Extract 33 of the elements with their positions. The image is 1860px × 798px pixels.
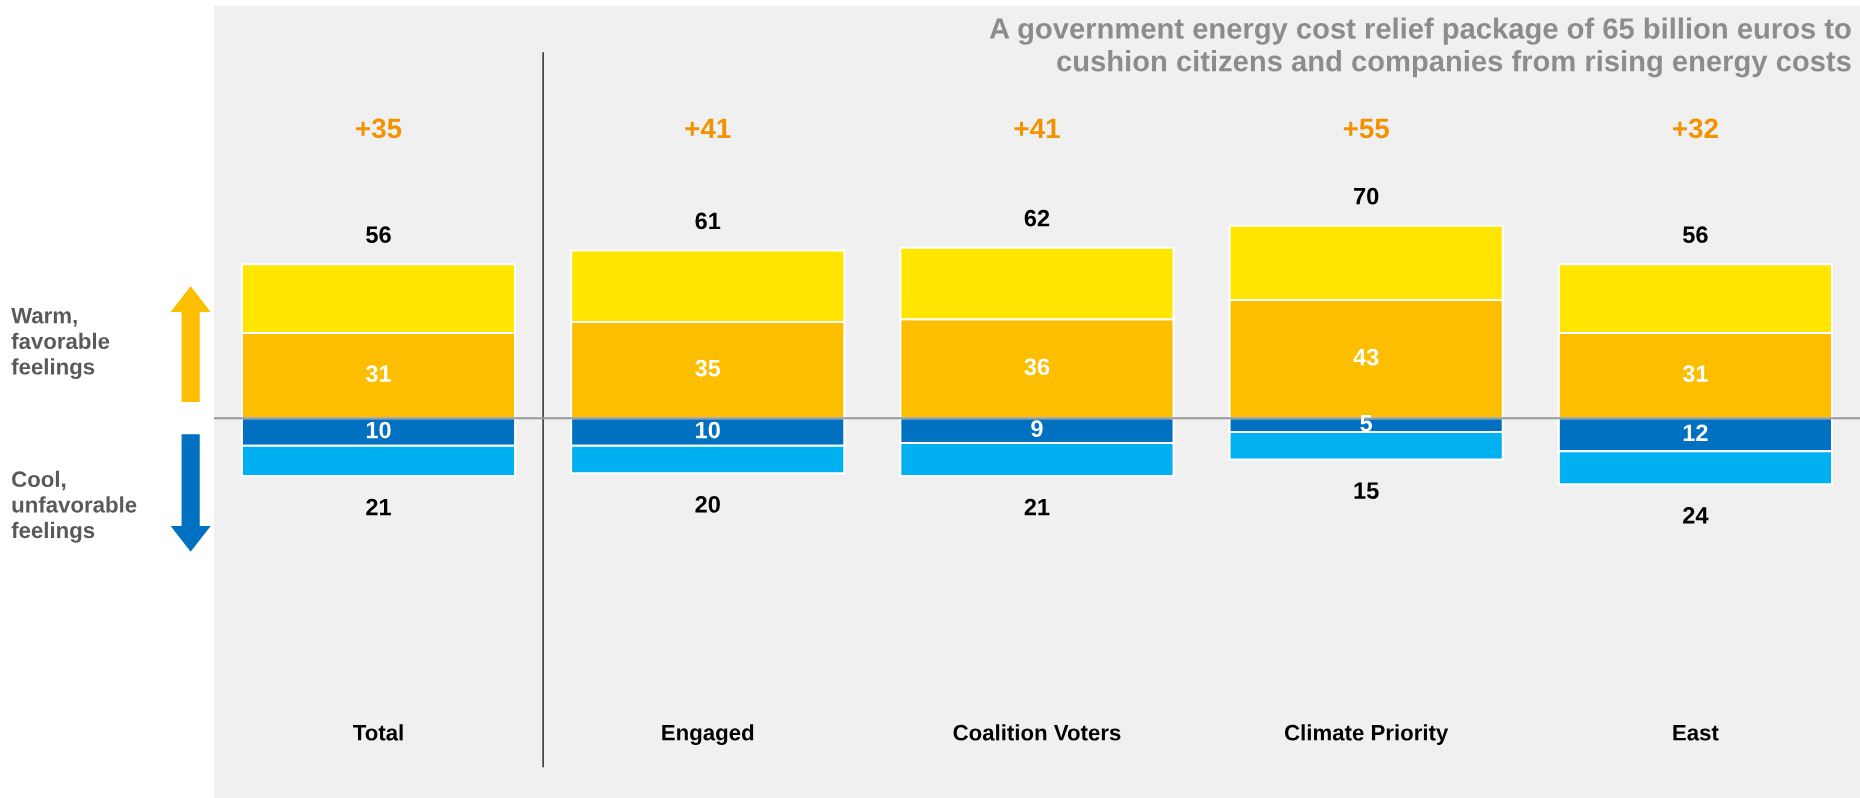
data-label: 43 — [1353, 348, 1379, 366]
text: Warm, favorable feelings — [11, 308, 110, 380]
annotation: +55 — [1343, 118, 1389, 139]
x-tick-label: Engaged — [662, 724, 754, 746]
text: A government energy cost relief package of 65 billion euros to cushion citizens and companies from rising energy costs — [989, 17, 1851, 78]
annotation: 20 — [695, 495, 720, 513]
x-tick-label: Total — [353, 724, 403, 741]
annotation: 61 — [695, 212, 721, 230]
data-label: 36 — [1024, 358, 1050, 376]
data-label: 35 — [695, 359, 721, 377]
annotation: 5 — [1360, 415, 1373, 432]
annotation: 10 — [696, 421, 720, 439]
annotation: +41 — [1014, 118, 1060, 138]
annotation: 70 — [1354, 187, 1379, 205]
x-tick-label: Climate Priority — [1284, 724, 1449, 745]
data-label: 31 — [1682, 365, 1708, 383]
data-label: 31 — [365, 365, 391, 383]
annotation: 9 — [1031, 420, 1043, 438]
annotation: 10 — [366, 421, 391, 439]
annotation: 62 — [1024, 209, 1050, 227]
annotation: 15 — [1354, 482, 1379, 499]
x-tick-label: Coalition Voters — [953, 724, 1121, 741]
x-tick-label: East — [1673, 725, 1719, 741]
annotation: +35 — [356, 118, 402, 139]
annotation: 56 — [366, 226, 391, 244]
text: Cool, unfavorable feelings — [11, 470, 137, 543]
annotation: 21 — [1024, 498, 1050, 516]
annotation: 24 — [1683, 506, 1709, 524]
annotation: +32 — [1673, 118, 1718, 139]
annotation: 56 — [1682, 226, 1708, 244]
annotation: 21 — [366, 498, 391, 516]
annotation: 12 — [1683, 424, 1708, 441]
annotation: +41 — [685, 118, 731, 138]
